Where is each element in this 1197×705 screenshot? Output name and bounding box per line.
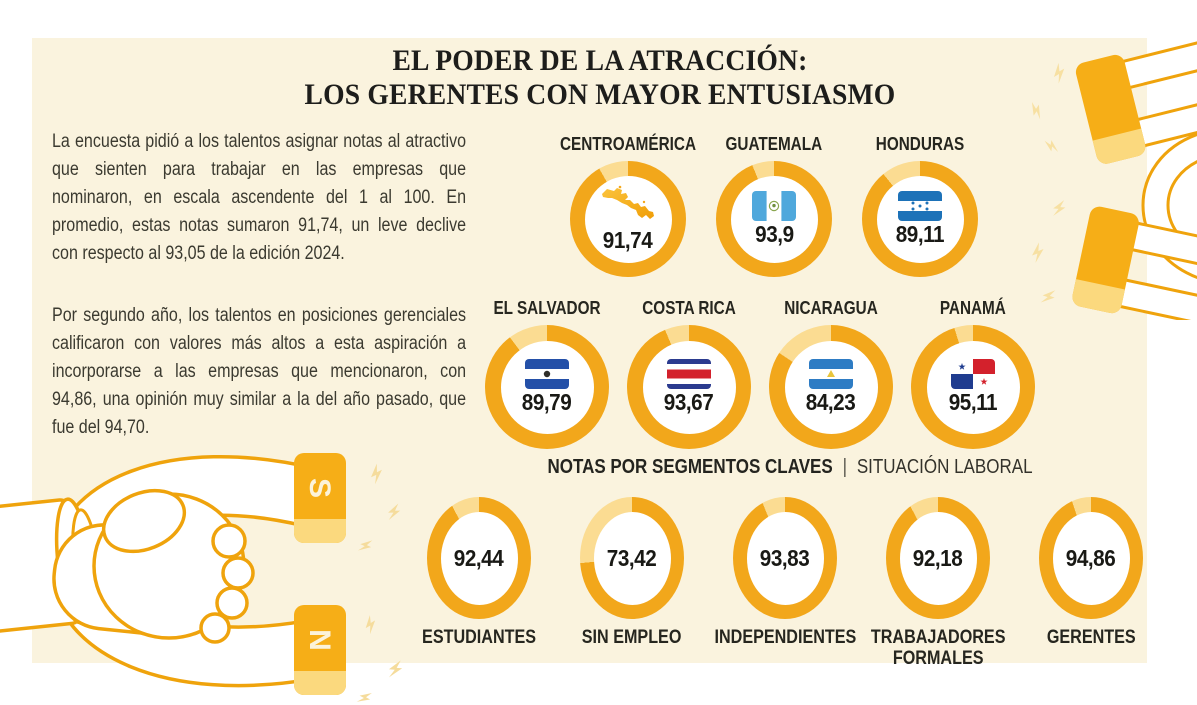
flag-panama-icon — [951, 359, 995, 389]
donut-hole: 89,11 — [876, 175, 964, 263]
donut-hole: 93,9 — [730, 175, 818, 263]
donut-gerentes: 94,86 GERENTES — [1021, 497, 1161, 648]
flag-el-salvador-icon — [525, 359, 569, 389]
donut-label: COSTA RICA — [642, 298, 736, 318]
donut-label: CENTROAMÉRICA — [560, 134, 696, 154]
donut-ring: 92,44 — [427, 497, 531, 619]
donut-label: GUATEMALA — [725, 134, 823, 154]
donut-value: 73,42 — [607, 544, 657, 571]
donut-row-regions-2: EL SALVADOR 89,79 COSTA RICA 93,67 NICARAGUA… — [480, 297, 1040, 449]
donut-estudiantes: 92,44 ESTUDIANTES — [409, 497, 549, 648]
donut-ring: 92,18 — [886, 497, 990, 619]
donut-label: GERENTES — [1046, 627, 1136, 648]
donut-hole: 91,74 — [584, 175, 672, 263]
page-title: EL PODER DE LA ATRACCIÓN: LOS GERENTES C… — [186, 44, 1014, 112]
donut-ring: 94,86 — [1039, 497, 1143, 619]
intro-paragraph-1: La encuesta pidió a los talentos asignar… — [52, 131, 467, 264]
page-title-line2: LOS GERENTES CON MAYOR ENTUSIASMO — [304, 78, 896, 111]
donut-guatemala: GUATEMALA 93,9 — [704, 133, 844, 277]
donut-value: 92,44 — [454, 544, 504, 571]
donut-label: NICARAGUA — [784, 298, 878, 318]
donut-value: 84,23 — [806, 389, 856, 415]
donut-ring: 89,79 — [485, 325, 609, 449]
donut-ring: 89,11 — [862, 161, 978, 277]
donut-label: ESTUDIANTES — [422, 627, 536, 648]
donut-ring: 93,67 — [627, 325, 751, 449]
donut-sin-empleo: 73,42 SIN EMPLEO — [562, 497, 702, 648]
donut-ring: 93,9 — [716, 161, 832, 277]
donut-value: 93,67 — [664, 389, 714, 415]
map-centroamerica-icon — [600, 185, 656, 227]
donut-ring: 95,11 — [911, 325, 1035, 449]
donut-label: INDEPENDIENTES — [714, 627, 856, 648]
donut-centroamerica: CENTROAMÉRICA 91,74 — [558, 133, 698, 277]
donut-independientes: 93,83 INDEPENDIENTES — [714, 497, 856, 648]
donut-honduras: HONDURAS 89,11 — [850, 133, 990, 277]
flag-nicaragua-icon — [809, 359, 853, 389]
flag-costa-rica-icon — [667, 359, 711, 389]
donut-el-salvador: EL SALVADOR 89,79 — [480, 297, 614, 449]
donut-label: TRABAJADORES FORMALES — [870, 627, 1006, 669]
donut-hole: 92,18 — [899, 511, 977, 605]
flag-guatemala-icon — [752, 191, 796, 221]
donut-hole: 94,86 — [1052, 511, 1130, 605]
donut-hole: 73,42 — [593, 511, 671, 605]
donut-nicaragua: NICARAGUA 84,23 — [764, 297, 898, 449]
donut-label: SIN EMPLEO — [582, 627, 682, 648]
donut-value: 93,83 — [760, 544, 810, 571]
donut-hole: 84,23 — [784, 340, 878, 434]
donut-hole: 93,83 — [746, 511, 824, 605]
donut-panama: PANAMÁ 95,11 — [906, 297, 1040, 449]
donut-hole: 95,11 — [926, 340, 1020, 434]
donut-row-segments: 92,44 ESTUDIANTES 73,42 SIN EMPLEO 93,83 INDE… — [409, 497, 1161, 669]
donut-value: 93,9 — [754, 221, 794, 247]
donut-value: 91,74 — [603, 227, 653, 253]
donut-trabajadores-formales: 92,18 TRABAJADORES FORMALES — [868, 497, 1008, 669]
donut-value: 89,79 — [522, 389, 572, 415]
donut-label: PANAMÁ — [939, 298, 1007, 318]
donut-ring: 73,42 — [580, 497, 684, 619]
donut-value: 92,18 — [913, 544, 963, 571]
donut-row-regions-1: CENTROAMÉRICA 91,74 GUATEMALA 93,9 HONDURAS 8… — [558, 133, 990, 277]
donut-label: HONDURAS — [875, 134, 965, 154]
segments-header-bold: NOTAS POR SEGMENTOS CLAVES — [547, 456, 833, 478]
donut-costa-rica: COSTA RICA 93,67 — [622, 297, 756, 449]
donut-label: EL SALVADOR — [493, 298, 601, 318]
segments-header-light: SITUACIÓN LABORAL — [856, 456, 1033, 478]
page-title-line1: EL PODER DE LA ATRACCIÓN: — [392, 44, 808, 77]
segments-header-separator: | — [842, 456, 847, 478]
intro-paragraph-2: Por segundo año, los talentos en posicio… — [52, 305, 467, 438]
intro-text: La encuesta pidió a los talentos asignar… — [52, 128, 466, 442]
donut-value: 94,86 — [1066, 544, 1116, 571]
segments-section-header: NOTAS POR SEGMENTOS CLAVES | SITUACIÓN L… — [493, 456, 1088, 479]
donut-ring: 84,23 — [769, 325, 893, 449]
donut-value: 95,11 — [948, 389, 998, 415]
donut-hole: 92,44 — [440, 511, 518, 605]
donut-ring: 93,83 — [733, 497, 837, 619]
donut-ring: 91,74 — [570, 161, 686, 277]
donut-hole: 93,67 — [642, 340, 736, 434]
flag-honduras-icon — [898, 191, 942, 221]
donut-value: 89,11 — [895, 221, 945, 247]
donut-hole: 89,79 — [500, 340, 594, 434]
